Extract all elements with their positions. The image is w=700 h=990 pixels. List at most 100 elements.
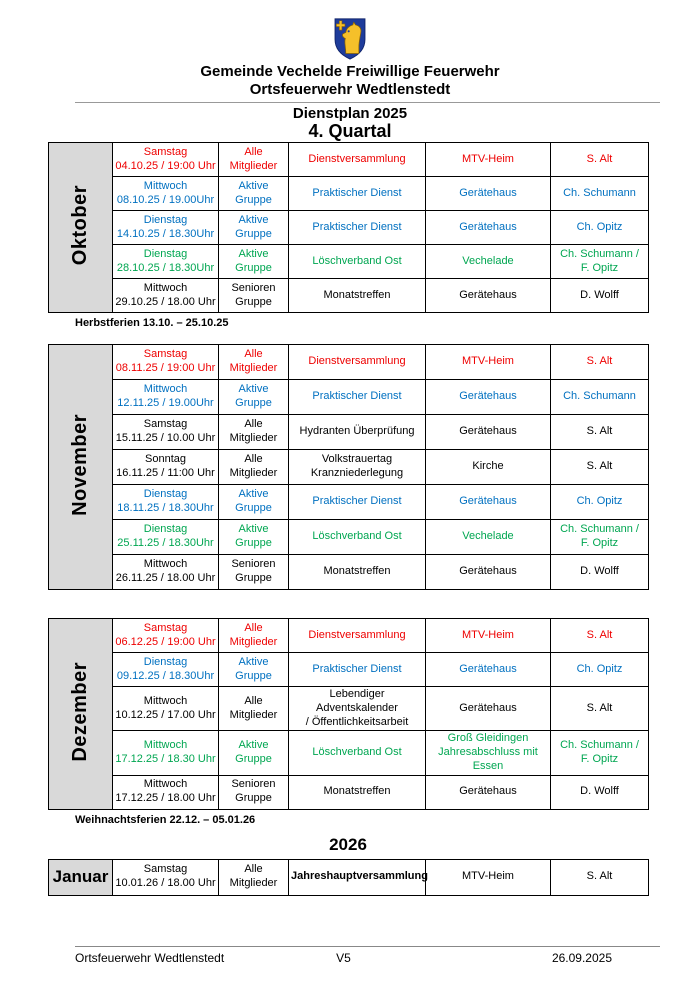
- cell-location: Gerätehaus: [425, 176, 551, 211]
- cell-date: Samstag 08.11.25 / 19:00 Uhr: [112, 344, 219, 380]
- cell-group: Alle Mitglieder: [218, 618, 289, 653]
- cell-date: Mittwoch 26.11.25 / 18.00 Uhr: [112, 554, 219, 590]
- cell-location: Gerätehaus: [425, 685, 551, 732]
- cell-date: Samstag 06.12.25 / 19:00 Uhr: [112, 618, 219, 653]
- schedule-row: Sonntag 16.11.25 / 11:00 Uhr Alle Mitglie…: [49, 449, 649, 485]
- cell-date: Mittwoch 17.12.25 / 18.30 Uhr: [112, 730, 219, 776]
- cell-activity: Löschverband Ost: [288, 519, 426, 555]
- schedule-row: Mittwoch 10.12.25 / 17.00 Uhr Alle Mitgli…: [49, 685, 649, 732]
- cell-date: Samstag 15.11.25 / 10.00 Uhr: [112, 414, 219, 450]
- cell-date: Mittwoch 10.12.25 / 17.00 Uhr: [112, 685, 219, 732]
- cell-activity: Dienstversammlung: [288, 618, 426, 653]
- month-cell-oktober: Oktober: [48, 142, 113, 313]
- schedule-row: Mittwoch 26.11.25 / 18.00 Uhr Senioren Gr…: [49, 554, 649, 590]
- cell-location: Gerätehaus: [425, 652, 551, 687]
- cell-location: Vechelade: [425, 244, 551, 279]
- cell-location: Gerätehaus: [425, 210, 551, 245]
- month-section-januar: 2026 Januar Samstag 10.01.26 / 18.00 Uhr Al…: [48, 834, 649, 896]
- schedule-row: Dienstag 14.10.25 / 18.30Uhr Aktive Grupp…: [49, 210, 649, 245]
- cell-activity: Praktischer Dienst: [288, 484, 426, 520]
- month-label: Dezember: [69, 661, 91, 762]
- cell-activity: Löschverband Ost: [288, 244, 426, 279]
- cell-group: Alle Mitglieder: [218, 142, 289, 177]
- cell-group: Alle Mitglieder: [218, 414, 289, 450]
- cell-location: Gerätehaus: [425, 554, 551, 590]
- cell-date: Samstag 10.01.26 / 18.00 Uhr: [112, 858, 219, 896]
- schedule-row: Mittwoch 17.12.25 / 18.30 Uhr Aktive Grup…: [49, 730, 649, 776]
- cell-location: Gerätehaus: [425, 774, 551, 810]
- month-cell-november: November: [48, 344, 113, 590]
- month-section-oktober: Oktober Samstag 04.10.25 / 19:00 Uhr Alle …: [48, 142, 649, 330]
- document-footer: Ortsfeuerwehr Wedtlenstedt V5 26.09.2025: [75, 946, 660, 965]
- cell-group: Aktive Gruppe: [218, 210, 289, 245]
- holiday-note: Weihnachtsferien 22.12. – 05.01.26: [75, 813, 256, 826]
- cell-date: Samstag 04.10.25 / 19:00 Uhr: [112, 142, 219, 177]
- holiday-note: Herbstferien 13.10. – 25.10.25: [75, 317, 229, 329]
- cell-date: Dienstag 14.10.25 / 18.30Uhr: [112, 210, 219, 245]
- cell-person: S. Alt: [550, 414, 649, 450]
- schedule-row: Dezember Samstag 06.12.25 / 19:00 Uhr Alle…: [48, 618, 649, 810]
- cell-date: Dienstag 28.10.25 / 18.30Uhr: [112, 244, 219, 279]
- cell-date: Dienstag 25.11.25 / 18.30Uhr: [112, 519, 219, 555]
- cell-person: Ch. Opitz: [550, 484, 649, 520]
- schedule-row: Samstag 15.11.25 / 10.00 Uhr Alle Mitglie…: [49, 414, 649, 450]
- cell-activity: Monatstreffen: [288, 554, 426, 590]
- cell-group: Aktive Gruppe: [218, 652, 289, 687]
- schedule-table-oktober: Oktober Samstag 04.10.25 / 19:00 Uhr Alle …: [48, 142, 649, 313]
- cell-activity: Monatstreffen: [288, 278, 426, 313]
- schedule-row: Mittwoch 29.10.25 / 18.00 Uhr Senioren Gr…: [49, 278, 649, 313]
- coat-of-arms-icon: [334, 18, 366, 60]
- cell-activity: Praktischer Dienst: [288, 379, 426, 415]
- org-name-line2: Ortsfeuerwehr Wedtlenstedt: [249, 81, 451, 98]
- schedule-row: Mittwoch 17.12.25 / 18.00 Uhr Senioren Gr…: [49, 774, 649, 810]
- cell-group: Aktive Gruppe: [218, 730, 289, 776]
- schedule-row: Dienstag 18.11.25 / 18.30Uhr Aktive Grupp…: [49, 484, 649, 520]
- month-label: Januar: [52, 867, 109, 887]
- cell-group: Aktive Gruppe: [218, 379, 289, 415]
- cell-group: Senioren Gruppe: [218, 278, 289, 313]
- schedule-table-dezember: Dezember Samstag 06.12.25 / 19:00 Uhr Alle…: [48, 618, 649, 810]
- cell-group: Senioren Gruppe: [218, 554, 289, 590]
- cell-activity: Volkstrauertag Kranzniederlegung: [288, 449, 426, 485]
- cell-date: Sonntag 16.11.25 / 11:00 Uhr: [112, 449, 219, 485]
- cell-group: Alle Mitglieder: [218, 344, 289, 380]
- cell-person: D. Wolff: [550, 554, 649, 590]
- cell-activity: Praktischer Dienst: [288, 652, 426, 687]
- cell-group: Alle Mitglieder: [218, 685, 289, 732]
- header-divider: [75, 102, 660, 103]
- org-name-line1: Gemeinde Vechelde Freiwillige Feuerwehr: [200, 63, 500, 80]
- cell-activity: Monatstreffen: [288, 774, 426, 810]
- cell-location: MTV-Heim: [425, 142, 551, 177]
- schedule-row: Dienstag 25.11.25 / 18.30Uhr Aktive Grupp…: [49, 519, 649, 555]
- cell-group: Aktive Gruppe: [218, 244, 289, 279]
- cell-date: Mittwoch 12.11.25 / 19.00Uhr: [112, 379, 219, 415]
- cell-location: Groß Gleidingen Jahresabschluss mit Esse…: [425, 730, 551, 776]
- cell-group: Alle Mitglieder: [218, 858, 289, 896]
- cell-person: S. Alt: [550, 142, 649, 177]
- cell-activity: Jahreshauptversammlung: [288, 858, 428, 896]
- cell-location: Vechelade: [425, 519, 551, 555]
- cell-date: Dienstag 18.11.25 / 18.30Uhr: [112, 484, 219, 520]
- month-label: November: [69, 413, 91, 516]
- month-cell-dezember: Dezember: [48, 618, 113, 810]
- cell-person: S. Alt: [550, 344, 649, 380]
- cell-location: Kirche: [425, 449, 551, 485]
- schedule-row: Januar Samstag 10.01.26 / 18.00 Uhr Alle M…: [48, 858, 649, 896]
- cell-date: Mittwoch 17.12.25 / 18.00 Uhr: [112, 774, 219, 810]
- footer-org: Ortsfeuerwehr Wedtlenstedt: [75, 951, 225, 965]
- schedule-row: Oktober Samstag 04.10.25 / 19:00 Uhr Alle …: [48, 142, 649, 313]
- month-cell-januar: Januar: [48, 858, 113, 896]
- cell-date: Mittwoch 29.10.25 / 18.00 Uhr: [112, 278, 219, 313]
- year-heading: 2026: [329, 834, 367, 854]
- cell-person: S. Alt: [550, 858, 649, 896]
- cell-person: Ch. Schumann: [550, 379, 649, 415]
- cell-location: Gerätehaus: [425, 414, 551, 450]
- cell-group: Aktive Gruppe: [218, 176, 289, 211]
- month-section-dezember: Dezember Samstag 06.12.25 / 19:00 Uhr Alle…: [48, 618, 649, 827]
- cell-person: Ch. Schumann / F. Opitz: [550, 244, 649, 279]
- cell-person: S. Alt: [550, 618, 649, 653]
- cell-activity: Dienstversammlung: [288, 142, 426, 177]
- cell-activity: Praktischer Dienst: [288, 176, 426, 211]
- cell-person: Ch. Opitz: [550, 652, 649, 687]
